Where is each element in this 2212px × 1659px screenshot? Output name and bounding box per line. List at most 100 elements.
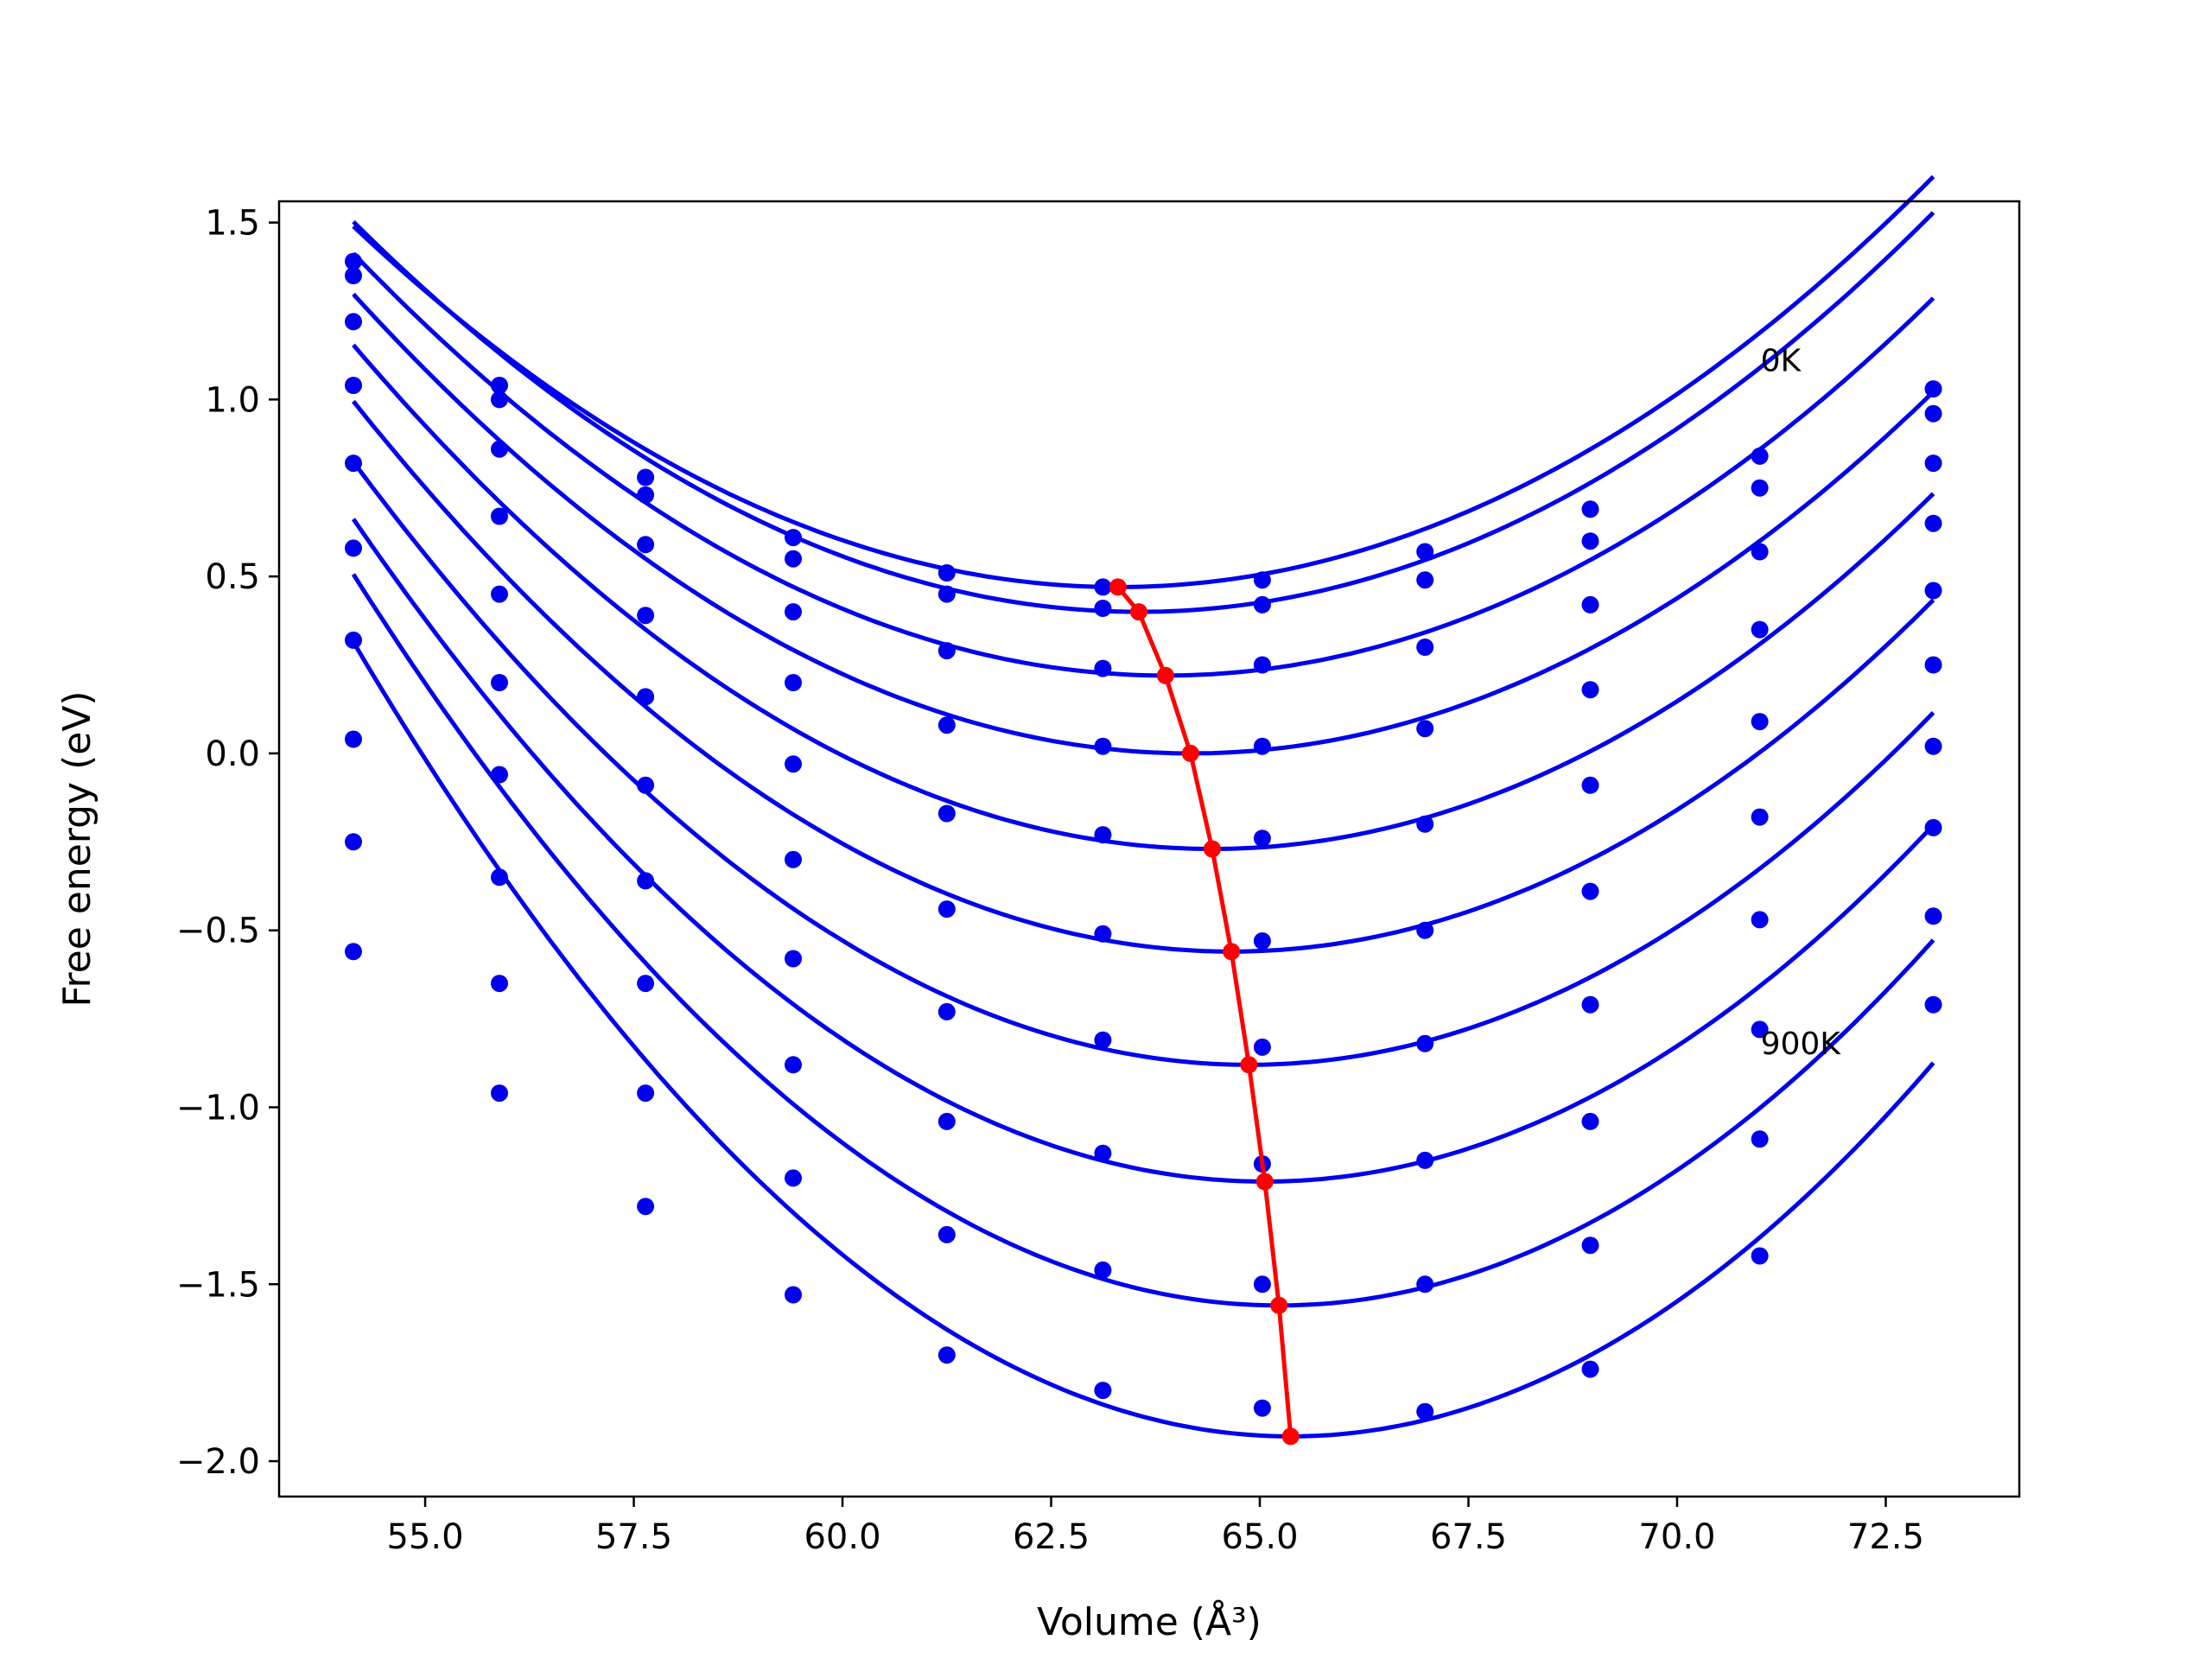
data-point xyxy=(637,776,655,794)
y-tick-label: 1.5 xyxy=(205,204,260,244)
x-tick-label: 55.0 xyxy=(387,1517,464,1557)
x-tick-label: 65.0 xyxy=(1221,1517,1298,1557)
data-point xyxy=(345,313,362,331)
data-point xyxy=(1094,659,1112,677)
data-point xyxy=(491,1084,508,1103)
data-point xyxy=(785,529,802,547)
data-point xyxy=(637,536,655,554)
data-point xyxy=(637,486,655,504)
data-point xyxy=(1253,737,1271,755)
data-point xyxy=(1416,571,1434,589)
data-point xyxy=(1094,1261,1112,1279)
data-point xyxy=(1416,1151,1434,1169)
data-point xyxy=(1253,1275,1271,1294)
y-tick-label: 0.0 xyxy=(205,734,260,774)
fit-curve-9 xyxy=(351,573,1936,1308)
x-tick-label: 67.5 xyxy=(1430,1517,1507,1557)
minima-point xyxy=(1255,1173,1274,1191)
data-point xyxy=(1416,639,1434,656)
data-point xyxy=(785,950,802,968)
data-point xyxy=(785,550,802,568)
data-point xyxy=(938,1002,956,1020)
x-tick-label: 57.5 xyxy=(595,1517,672,1557)
data-point xyxy=(1924,995,1942,1014)
data-point xyxy=(1751,1247,1769,1265)
data-point xyxy=(1751,713,1769,731)
y-tick-label: −0.5 xyxy=(176,912,260,951)
fit-curve-8 xyxy=(351,518,1936,1185)
data-point xyxy=(1253,595,1271,613)
data-point xyxy=(345,730,362,748)
minima-point xyxy=(1109,578,1127,596)
fit-curve-1 xyxy=(352,175,1936,589)
data-point xyxy=(1581,882,1599,900)
data-point xyxy=(938,716,956,734)
data-point xyxy=(938,642,956,660)
minima-point xyxy=(1203,840,1221,858)
data-point xyxy=(785,1169,802,1187)
minima-point xyxy=(1181,744,1199,762)
x-tick-label: 62.5 xyxy=(1013,1517,1090,1557)
fit-curve-4 xyxy=(352,292,1936,756)
data-point xyxy=(1581,1236,1599,1255)
data-point xyxy=(345,539,362,557)
data-point xyxy=(1924,454,1942,473)
minima-point xyxy=(1281,1427,1300,1446)
data-point xyxy=(1253,932,1271,950)
data-point xyxy=(1751,1020,1769,1039)
data-point xyxy=(1924,582,1942,600)
x-tick-label: 72.5 xyxy=(1847,1517,1924,1557)
data-point xyxy=(491,440,508,458)
x-tick-label: 70.0 xyxy=(1638,1517,1715,1557)
data-point xyxy=(938,1225,956,1243)
data-point xyxy=(938,804,956,823)
data-point xyxy=(1253,571,1271,589)
curve-annotation-1: 0K xyxy=(1761,344,1802,379)
data-point xyxy=(1924,656,1942,674)
y-axis-label: Free energy (eV) xyxy=(55,690,99,1007)
data-point xyxy=(1924,907,1942,925)
data-point xyxy=(491,391,508,409)
data-point xyxy=(345,377,362,394)
data-point xyxy=(1253,1399,1271,1417)
data-point xyxy=(637,872,655,890)
data-point xyxy=(345,631,362,649)
y-tick-label: −1.0 xyxy=(176,1088,260,1128)
data-point xyxy=(1581,1360,1599,1378)
data-point xyxy=(938,900,956,918)
data-point xyxy=(785,603,802,621)
data-point xyxy=(1924,737,1942,755)
data-point xyxy=(345,833,362,851)
data-point xyxy=(1924,514,1942,532)
x-axis-label: Volume (Å³) xyxy=(1037,1599,1262,1644)
minima-point xyxy=(1129,603,1147,621)
data-point xyxy=(345,943,362,961)
data-point xyxy=(1751,1130,1769,1148)
data-point xyxy=(1581,681,1599,699)
data-point xyxy=(1253,1038,1271,1056)
data-point xyxy=(1581,776,1599,794)
y-tick-label: −2.0 xyxy=(176,1442,260,1482)
data-point xyxy=(1416,1402,1434,1421)
data-point xyxy=(1751,808,1769,826)
data-point xyxy=(938,564,956,582)
curve-annotation-2: 900K xyxy=(1761,1027,1842,1062)
data-point xyxy=(491,868,508,887)
data-point xyxy=(1581,532,1599,550)
data-point xyxy=(1751,911,1769,929)
data-point xyxy=(1924,380,1942,398)
data-point xyxy=(1416,543,1434,561)
data-point xyxy=(1416,720,1434,738)
data-point xyxy=(1094,1382,1112,1400)
fit-curve-7 xyxy=(351,461,1936,1067)
fit-curve-10 xyxy=(351,640,1936,1439)
data-point xyxy=(637,688,655,706)
data-point xyxy=(491,507,508,525)
y-tick-label: 0.5 xyxy=(205,557,260,597)
minima-point xyxy=(1240,1056,1258,1074)
data-point xyxy=(785,674,802,691)
data-point xyxy=(1416,815,1434,833)
axis-ticks: 55.0 57.5 60.0 62.5 65.0 67.5 70.0 72.5 1.5 1.0 0.… xyxy=(176,204,1924,1557)
data-point xyxy=(345,267,362,284)
